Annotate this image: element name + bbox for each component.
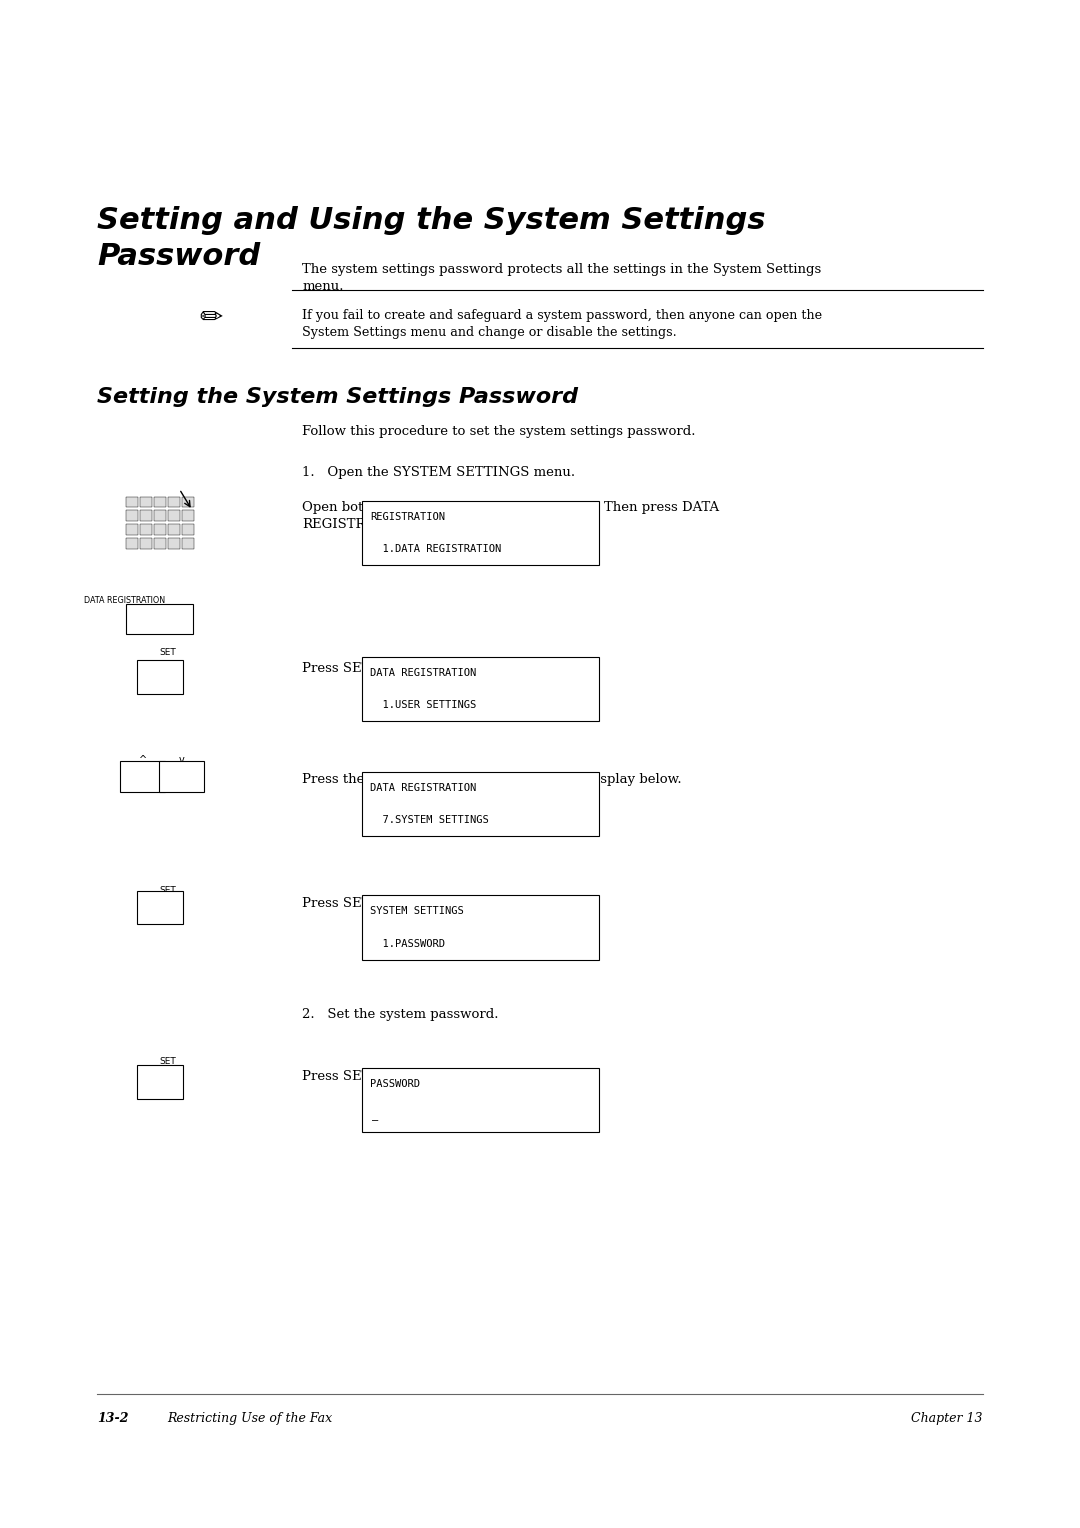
- Text: ✏: ✏: [199, 304, 222, 332]
- Bar: [125, 524, 138, 535]
- Bar: [362, 657, 599, 721]
- Bar: [362, 1068, 599, 1132]
- Bar: [181, 510, 194, 521]
- Bar: [153, 538, 165, 549]
- Text: SET: SET: [159, 886, 176, 895]
- Text: PASSWORD: PASSWORD: [370, 1079, 420, 1089]
- Text: 1.PASSWORD: 1.PASSWORD: [370, 938, 445, 949]
- Text: If you fail to create and safeguard a system password, then anyone can open the
: If you fail to create and safeguard a sy…: [302, 309, 823, 339]
- Text: Open both One-touch Speed Dialling panels. Then press DATA
REGISTRATION.: Open both One-touch Speed Dialling panel…: [302, 501, 719, 532]
- Text: Chapter 13: Chapter 13: [912, 1412, 983, 1426]
- Text: v: v: [178, 755, 185, 766]
- Text: DATA REGISTRATION: DATA REGISTRATION: [370, 668, 476, 678]
- Bar: [362, 895, 599, 960]
- Text: SET: SET: [159, 1057, 176, 1067]
- Text: Press SET.: Press SET.: [302, 662, 373, 675]
- Bar: [140, 538, 151, 549]
- Text: ^: ^: [138, 755, 147, 766]
- Bar: [140, 497, 151, 507]
- Bar: [137, 891, 183, 924]
- Text: Press SET.: Press SET.: [302, 897, 373, 911]
- Text: 2.   Set the system password.: 2. Set the system password.: [302, 1008, 499, 1022]
- Text: 1.USER SETTINGS: 1.USER SETTINGS: [370, 700, 476, 711]
- Text: Restricting Use of the Fax: Restricting Use of the Fax: [167, 1412, 333, 1426]
- Text: 1.DATA REGISTRATION: 1.DATA REGISTRATION: [370, 544, 502, 555]
- Bar: [153, 524, 165, 535]
- Text: Press the search buttons until you see the display below.: Press the search buttons until you see t…: [302, 773, 683, 787]
- Bar: [137, 660, 183, 694]
- Bar: [140, 524, 151, 535]
- Bar: [168, 524, 179, 535]
- Text: 7.SYSTEM SETTINGS: 7.SYSTEM SETTINGS: [370, 814, 489, 825]
- Bar: [181, 538, 194, 549]
- Bar: [362, 772, 599, 836]
- Text: DATA REGISTRATION: DATA REGISTRATION: [83, 596, 165, 605]
- Text: DATA REGISTRATION: DATA REGISTRATION: [370, 782, 476, 793]
- Text: Press SET.: Press SET.: [302, 1070, 373, 1083]
- Bar: [126, 604, 193, 634]
- Text: Setting and Using the System Settings
Password: Setting and Using the System Settings Pa…: [97, 206, 766, 270]
- Bar: [125, 510, 138, 521]
- Bar: [159, 761, 204, 792]
- Bar: [153, 497, 165, 507]
- Bar: [181, 497, 194, 507]
- Bar: [125, 538, 138, 549]
- Bar: [120, 761, 165, 792]
- Bar: [153, 510, 165, 521]
- Bar: [168, 538, 179, 549]
- Text: _: _: [372, 1111, 378, 1122]
- Bar: [137, 1065, 183, 1099]
- Text: REGISTRATION: REGISTRATION: [370, 512, 445, 523]
- Bar: [362, 501, 599, 565]
- Text: Setting the System Settings Password: Setting the System Settings Password: [97, 387, 578, 406]
- Text: The system settings password protects all the settings in the System Settings
me: The system settings password protects al…: [302, 263, 822, 293]
- Bar: [181, 524, 194, 535]
- Bar: [125, 497, 138, 507]
- Text: 1.   Open the SYSTEM SETTINGS menu.: 1. Open the SYSTEM SETTINGS menu.: [302, 466, 576, 480]
- Bar: [140, 510, 151, 521]
- Bar: [168, 497, 179, 507]
- Text: 13-2: 13-2: [97, 1412, 129, 1426]
- Text: SYSTEM SETTINGS: SYSTEM SETTINGS: [370, 906, 464, 917]
- Text: Follow this procedure to set the system settings password.: Follow this procedure to set the system …: [302, 425, 696, 439]
- Text: SET: SET: [159, 648, 176, 657]
- Bar: [168, 510, 179, 521]
